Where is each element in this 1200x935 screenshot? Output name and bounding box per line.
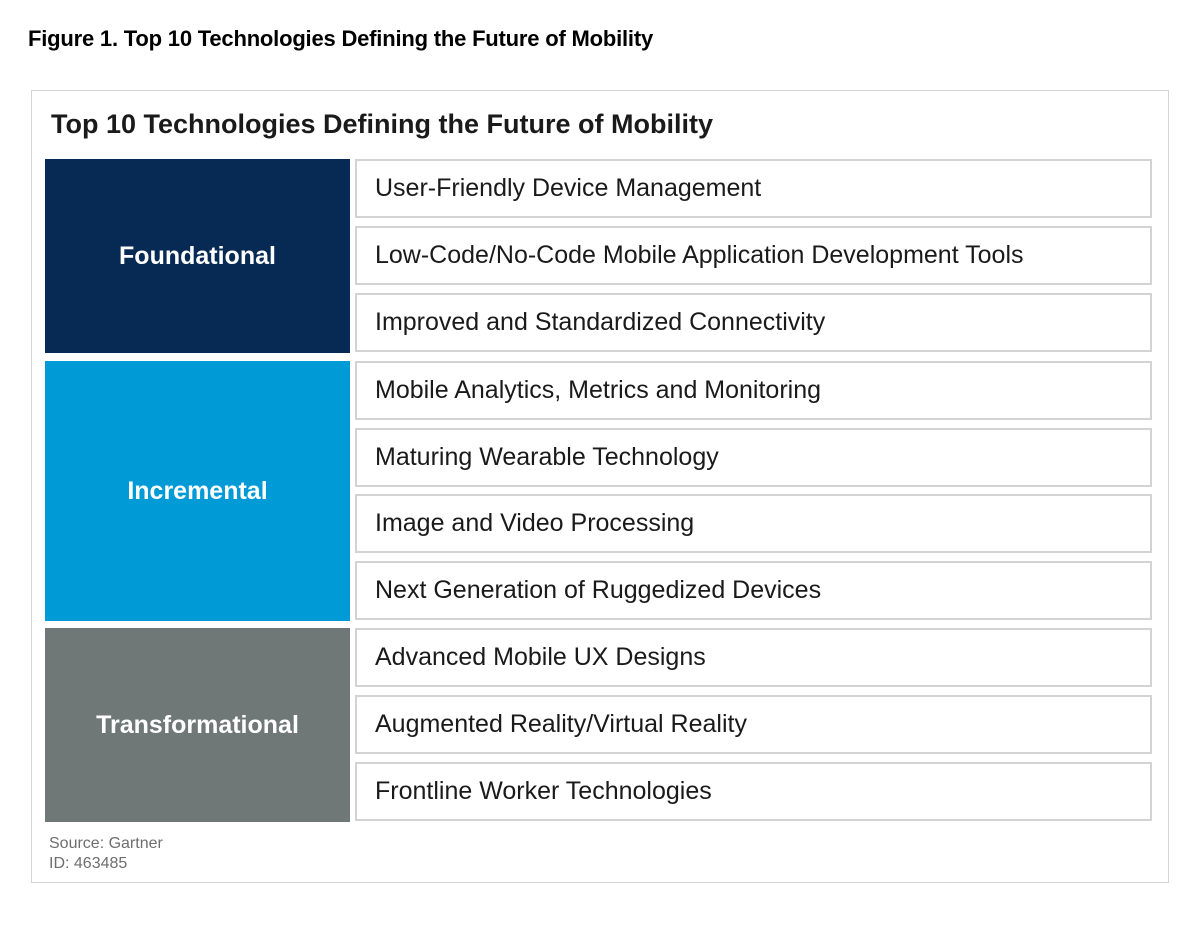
diagram-title: Top 10 Technologies Defining the Future …	[51, 109, 713, 139]
tech-item: Advanced Mobile UX Designs	[355, 628, 1152, 687]
category-transformational: Transformational	[45, 628, 350, 822]
tech-item: Maturing Wearable Technology	[355, 428, 1152, 487]
tech-item: Mobile Analytics, Metrics and Monitoring	[355, 361, 1152, 420]
tech-item: Frontline Worker Technologies	[355, 762, 1152, 821]
source-label: Source: Gartner	[49, 835, 163, 852]
source-note: Source: Gartner ID: 463485	[49, 834, 163, 874]
category-foundational: Foundational	[45, 159, 350, 353]
tech-item: Low-Code/No-Code Mobile Application Deve…	[355, 226, 1152, 285]
category-incremental: Incremental	[45, 361, 350, 621]
tech-item: Improved and Standardized Connectivity	[355, 293, 1152, 352]
tech-item: Next Generation of Ruggedized Devices	[355, 561, 1152, 620]
tech-item: User-Friendly Device Management	[355, 159, 1152, 218]
figure-id: ID: 463485	[49, 855, 128, 872]
figure-caption: Figure 1. Top 10 Technologies Defining t…	[28, 26, 653, 51]
tech-item: Image and Video Processing	[355, 494, 1152, 553]
tech-item: Augmented Reality/Virtual Reality	[355, 695, 1152, 754]
